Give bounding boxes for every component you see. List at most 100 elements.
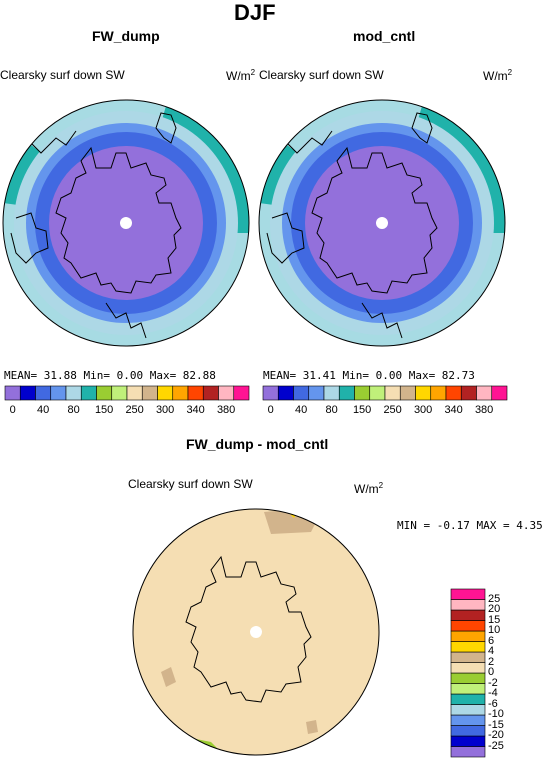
colorbar3-swatch xyxy=(450,599,486,611)
colorbar3-tick-label: 2 xyxy=(488,655,495,668)
colorbar1-swatch xyxy=(126,385,143,401)
colorbar1-swatch xyxy=(172,385,189,401)
map-border xyxy=(132,508,380,756)
map-border xyxy=(258,99,506,347)
colorbar1-swatch xyxy=(233,385,250,401)
colorbar2-swatch xyxy=(308,385,325,401)
coastline-left xyxy=(266,212,305,264)
panel2-stats: MEAN= 31.41 Min= 0.00 Max= 82.73 xyxy=(263,369,475,382)
colorbar3-tick-label: 15 xyxy=(488,613,501,626)
colorbar1-swatch xyxy=(35,385,52,401)
colorbar1-swatch xyxy=(218,385,235,401)
colorbar3-swatch xyxy=(450,735,486,747)
colorbar2-swatch xyxy=(323,385,340,401)
colorbar3-tick-label: -15 xyxy=(488,718,504,731)
diff-patch-lower-right xyxy=(306,720,318,734)
pole-marker xyxy=(250,626,262,638)
diff-title: FW_dump - mod_cntl xyxy=(186,436,329,452)
colorbar1-swatch xyxy=(65,385,82,401)
colorbar3-tick-label: -25 xyxy=(488,739,504,752)
panel2-units: W/m2 xyxy=(483,68,513,83)
colorbar3-swatch xyxy=(450,725,486,737)
colorbar1-swatch xyxy=(19,385,36,401)
colorbar2-swatch xyxy=(369,385,386,401)
colorbar2-swatch xyxy=(277,385,294,401)
coastline xyxy=(311,146,438,294)
colorbar3-swatch xyxy=(450,651,486,663)
colorbar2-swatch xyxy=(262,385,279,401)
colorbar1-tick-label: 380 xyxy=(216,404,236,416)
colorbar2-tick-label: 40 xyxy=(295,404,308,416)
colorbar3-swatch xyxy=(450,662,486,674)
colorbar2-swatch xyxy=(476,385,493,401)
colorbar2-tick-label: 150 xyxy=(352,404,372,416)
colorbar3-swatch xyxy=(450,704,486,716)
colorbar3-swatch xyxy=(450,620,486,632)
polar-map-1 xyxy=(2,99,250,347)
panel2-variable-label: Clearsky surf down SW xyxy=(259,68,384,82)
colorbar1-tick-label: 300 xyxy=(155,404,175,416)
colorbar1-swatch xyxy=(50,385,67,401)
colorbar1-swatch xyxy=(111,385,128,401)
colorbar3-swatch xyxy=(450,683,486,695)
panel1-stats: MEAN= 31.88 Min= 0.00 Max= 82.88 xyxy=(4,369,216,382)
diff-patch-top xyxy=(264,510,316,534)
colorbar1-tick-label: 250 xyxy=(125,404,144,416)
colorbar1-tick-label: 40 xyxy=(37,404,50,416)
colorbar3-swatch xyxy=(450,609,486,621)
page-title: DJF xyxy=(234,0,276,25)
panel1-title: FW_dump xyxy=(92,28,160,44)
polar-field xyxy=(259,100,505,346)
polar-map-2 xyxy=(258,99,506,347)
colorbar3-swatch xyxy=(450,588,486,600)
colorbar2-tick-label: 250 xyxy=(383,404,402,416)
colorbar3-swatch xyxy=(450,714,486,726)
colorbar3-tick-label: 20 xyxy=(488,603,501,615)
colorbar3-tick-label: -10 xyxy=(488,708,504,720)
panel2-title: mod_cntl xyxy=(353,28,416,44)
pole-marker xyxy=(120,217,132,229)
coastline-bottom xyxy=(105,302,147,339)
colorbar2-swatch xyxy=(445,385,462,401)
colorbar3-swatch xyxy=(450,746,486,758)
diff-stats: MIN = -0.17 MAX = 4.35 xyxy=(397,519,543,532)
band-teal-ne xyxy=(417,106,505,233)
colorbar1-swatch xyxy=(80,385,97,401)
colorbar3-tick-label: -20 xyxy=(488,729,504,741)
colorbar2-tick-label: 300 xyxy=(413,404,433,416)
diff-patch-lower-left xyxy=(161,667,176,687)
colorbar2-swatch xyxy=(384,385,401,401)
colorbar3-tick-label: -4 xyxy=(488,687,498,699)
colorbar3-tick-label: -6 xyxy=(488,697,498,710)
coastline xyxy=(185,555,312,703)
colorbar2-swatch xyxy=(491,385,508,401)
coastline-greenland xyxy=(411,112,433,144)
map-border xyxy=(2,99,250,347)
colorbar1-swatch xyxy=(141,385,158,401)
diff-units: W/m2 xyxy=(354,481,384,496)
colorbar2-swatch xyxy=(430,385,447,401)
colorbar2-tick-label: 0 xyxy=(267,404,274,416)
colorbar3-swatch xyxy=(450,630,486,642)
colorbar2-tick-label: 340 xyxy=(444,404,463,416)
colorbar3-tick-label: 10 xyxy=(488,624,501,636)
colorbar2-swatch xyxy=(293,385,310,401)
coastline xyxy=(55,146,182,294)
colorbar2-swatch xyxy=(415,385,432,401)
colorbar3-tick-label: -2 xyxy=(488,676,498,689)
pole-marker xyxy=(376,217,388,229)
coastline-greenland xyxy=(155,112,177,144)
colorbar1-swatch xyxy=(202,385,219,401)
colorbar2-swatch xyxy=(338,385,355,401)
colorbar1-tick-label: 0 xyxy=(9,404,16,416)
colorbar3-swatch xyxy=(450,641,486,653)
panel1-variable-label: Clearsky surf down SW xyxy=(0,68,125,82)
colorbar2-swatch xyxy=(460,385,477,401)
colorbar3-swatch xyxy=(450,693,486,705)
colorbar2-tick-label: 80 xyxy=(325,404,338,416)
coastline-bottom xyxy=(361,302,403,339)
colorbar3-tick-label: 0 xyxy=(488,666,495,678)
colorbar3-swatch xyxy=(450,672,486,684)
colorbar1-swatch xyxy=(96,385,113,401)
